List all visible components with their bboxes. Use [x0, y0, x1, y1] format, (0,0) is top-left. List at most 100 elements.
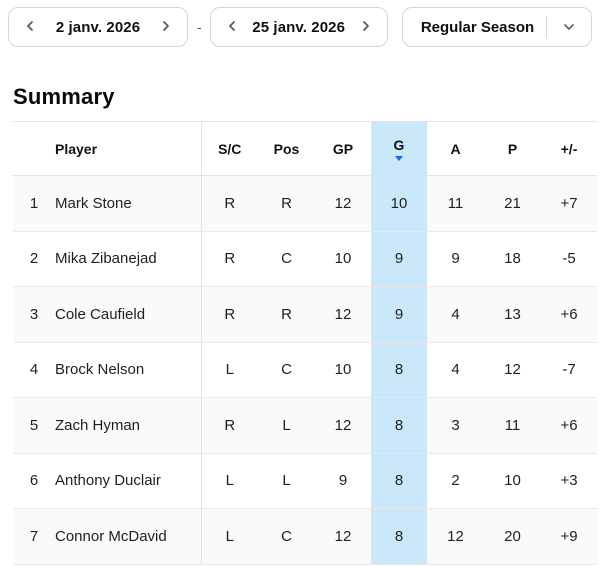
- stat-p: 20: [504, 527, 521, 545]
- table-row: 1 Mark Stone R R 12 10 11 21 +7: [13, 175, 597, 231]
- chevron-right-icon: [360, 20, 372, 35]
- stat-gp: 12: [334, 416, 352, 434]
- start-date-picker[interactable]: 2 janv. 2026: [8, 7, 188, 47]
- stat-p: 10: [504, 472, 521, 490]
- stat-gp: 12: [334, 305, 352, 323]
- rank-cell: 4: [29, 361, 39, 379]
- rank-cell: 3: [29, 305, 39, 323]
- stat-pos: L: [282, 472, 291, 490]
- stat-pm: -5: [562, 250, 576, 268]
- end-date-picker[interactable]: 25 janv. 2026: [209, 7, 388, 47]
- stat-pm: +7: [560, 194, 578, 212]
- column-header-a[interactable]: A: [450, 140, 461, 157]
- stat-gp: 12: [334, 194, 352, 212]
- season-type-label: Regular Season: [420, 18, 535, 36]
- column-header-g-sorted[interactable]: G: [371, 121, 427, 176]
- player-name[interactable]: Mark Stone: [55, 175, 202, 231]
- end-date-prev-button[interactable]: [224, 15, 240, 39]
- rank-cell: 7: [29, 527, 39, 545]
- stat-gp: 10: [334, 250, 352, 268]
- stat-sc: R: [224, 250, 236, 268]
- stat-g: 8: [371, 453, 427, 509]
- stat-pm: -7: [562, 361, 576, 379]
- stat-p: 13: [504, 305, 521, 323]
- stat-pm: +6: [560, 305, 578, 323]
- stat-p: 12: [504, 361, 521, 379]
- end-date-label[interactable]: 25 janv. 2026: [252, 18, 346, 36]
- stat-pos: C: [281, 361, 292, 379]
- stat-a: 4: [451, 361, 460, 379]
- stat-pos: L: [282, 416, 291, 434]
- stat-a: 12: [447, 527, 464, 545]
- column-header-p[interactable]: P: [507, 140, 518, 157]
- stat-p: 18: [504, 250, 521, 268]
- stat-g: 10: [371, 175, 427, 231]
- stat-gp: 12: [334, 527, 352, 545]
- stat-gp: 9: [338, 472, 348, 490]
- player-name[interactable]: Brock Nelson: [55, 342, 202, 398]
- player-name[interactable]: Mika Zibanejad: [55, 231, 202, 287]
- table-row: 4 Brock Nelson L C 10 8 4 12 -7: [13, 342, 597, 398]
- stat-g: 8: [371, 342, 427, 398]
- date-filter-toolbar: 2 janv. 2026 - 25 janv. 2026 Regular Sea…: [0, 0, 600, 47]
- column-header-pm[interactable]: +/-: [560, 140, 578, 157]
- column-header-sc[interactable]: S/C: [218, 140, 242, 157]
- summary-stats-table: Player S/C Pos GP G A P +/- 1 Mark Stone…: [13, 121, 597, 565]
- stat-pos: C: [281, 250, 292, 268]
- stat-pos: R: [281, 194, 292, 212]
- chevron-left-icon: [24, 20, 36, 35]
- player-name[interactable]: Connor McDavid: [55, 508, 202, 564]
- chevron-right-icon: [160, 20, 172, 35]
- stat-g: 8: [371, 397, 427, 453]
- column-header-g-label: G: [393, 136, 405, 153]
- table-row: 2 Mika Zibanejad R C 10 9 9 18 -5: [13, 231, 597, 287]
- stat-p: 21: [504, 194, 521, 212]
- date-range-separator: -: [197, 19, 202, 35]
- player-name[interactable]: Anthony Duclair: [55, 453, 202, 509]
- stat-sc: L: [225, 361, 234, 379]
- stat-a: 9: [451, 250, 460, 268]
- dropdown-divider: [546, 16, 547, 38]
- player-name[interactable]: Cole Caufield: [55, 286, 202, 342]
- stat-p: 11: [504, 416, 521, 434]
- stat-sc: R: [224, 194, 236, 212]
- stat-pm: +9: [560, 527, 578, 545]
- stat-pos: C: [281, 527, 292, 545]
- stat-g: 8: [371, 508, 427, 564]
- stat-sc: L: [225, 472, 234, 490]
- sort-desc-icon: [395, 155, 403, 161]
- table-row: 6 Anthony Duclair L L 9 8 2 10 +3: [13, 453, 597, 509]
- rank-cell: 1: [29, 194, 39, 212]
- page-title: Summary: [13, 84, 115, 109]
- rank-cell: 2: [29, 250, 39, 268]
- stat-sc: L: [225, 527, 234, 545]
- stat-a: 4: [451, 305, 460, 323]
- table-row: 7 Connor McDavid L C 12 8 12 20 +9: [13, 508, 597, 564]
- season-type-dropdown[interactable]: Regular Season: [402, 7, 592, 47]
- chevron-down-icon[interactable]: [547, 20, 591, 34]
- stat-pm: +3: [560, 472, 578, 490]
- column-header-gp[interactable]: GP: [332, 140, 354, 157]
- stat-a: 3: [451, 416, 460, 434]
- stat-a: 11: [447, 194, 464, 212]
- table-row: 3 Cole Caufield R R 12 9 4 13 +6: [13, 286, 597, 342]
- stat-g: 9: [371, 286, 427, 342]
- start-date-prev-button[interactable]: [22, 15, 38, 39]
- stat-pos: R: [281, 305, 292, 323]
- chevron-left-icon: [226, 20, 238, 35]
- table-row: 5 Zach Hyman R L 12 8 3 11 +6: [13, 397, 597, 453]
- player-name[interactable]: Zach Hyman: [55, 397, 202, 453]
- rank-cell: 5: [29, 416, 39, 434]
- stat-a: 2: [451, 472, 460, 490]
- column-header-pos[interactable]: Pos: [273, 140, 300, 157]
- stat-sc: R: [224, 416, 236, 434]
- stat-gp: 10: [334, 361, 352, 379]
- table-header-row: Player S/C Pos GP G A P +/-: [13, 121, 597, 176]
- stat-pm: +6: [560, 416, 578, 434]
- start-date-next-button[interactable]: [158, 15, 174, 39]
- rank-cell: 6: [29, 472, 39, 490]
- end-date-next-button[interactable]: [358, 15, 374, 39]
- column-header-player[interactable]: Player: [55, 121, 202, 176]
- stat-sc: R: [224, 305, 236, 323]
- start-date-label[interactable]: 2 janv. 2026: [55, 18, 141, 36]
